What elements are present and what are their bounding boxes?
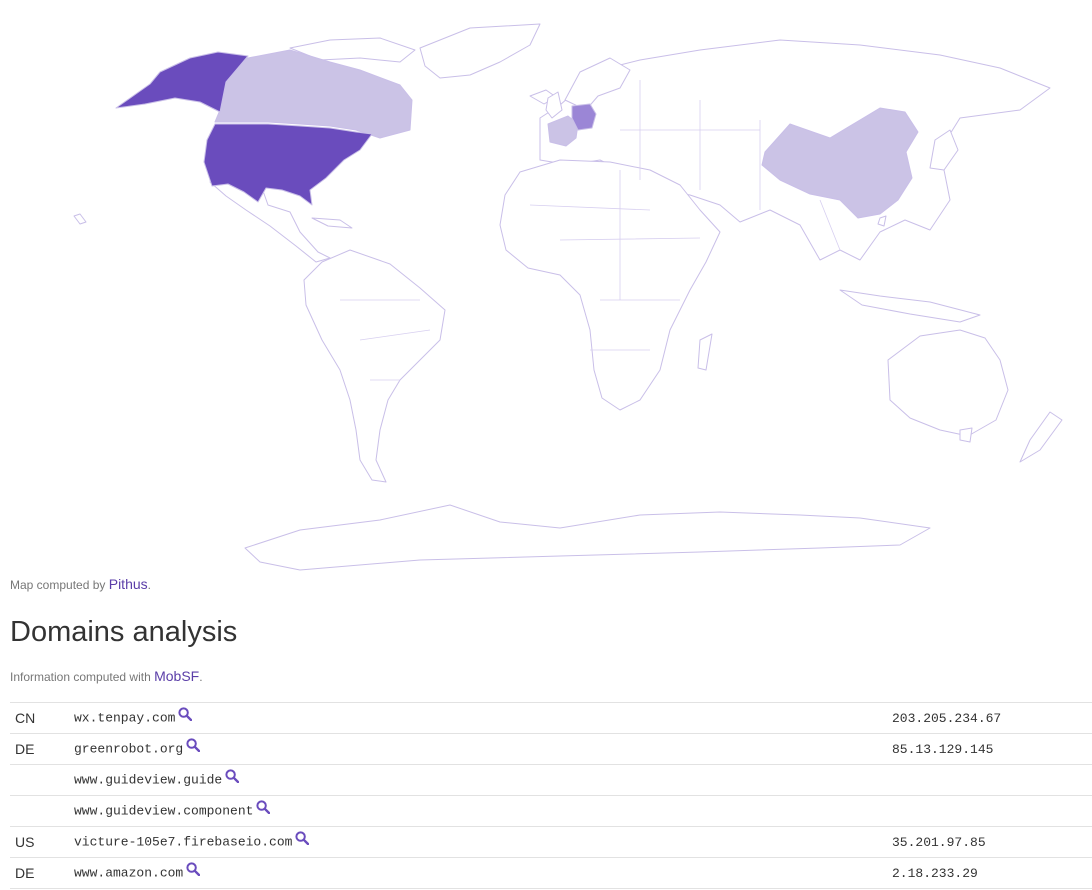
- country-arctic-islands: [289, 37, 416, 63]
- domain-name: wx.tenpay.com: [74, 710, 176, 726]
- country-us: [203, 123, 373, 206]
- map-credit: Map computed by Pithus.: [10, 576, 151, 592]
- domain-cell: www.guideview.guide: [74, 764, 892, 796]
- domain-cell: wx.tenpay.com: [74, 702, 892, 734]
- search-icon[interactable]: [225, 769, 240, 787]
- domain-cell: www.amazon.com: [74, 857, 892, 889]
- ip-address: 85.13.129.145: [892, 733, 1092, 765]
- country-cuba: [311, 217, 353, 229]
- ip-address: 203.205.234.67: [892, 702, 1092, 734]
- border-lines-africa: [529, 170, 701, 351]
- country-taiwan: [877, 215, 887, 227]
- country-indonesia: [839, 289, 981, 323]
- ip-address: [892, 764, 1092, 796]
- country-canada: [214, 49, 413, 139]
- country-code: CN: [10, 702, 74, 734]
- country-france: [547, 115, 579, 147]
- search-icon[interactable]: [178, 707, 193, 725]
- country-code: [10, 795, 74, 827]
- country-germany: [571, 103, 597, 131]
- section-info-suffix: .: [199, 670, 203, 684]
- country-south-america: [303, 249, 446, 483]
- world-map-svg: [73, 23, 1063, 571]
- table-row: DE www.amazon.com 2.18.233.29: [10, 857, 1092, 889]
- country-hawaii: [73, 213, 87, 225]
- search-icon[interactable]: [186, 862, 201, 880]
- search-icon[interactable]: [295, 831, 310, 849]
- map-credit-suffix: .: [147, 578, 151, 592]
- ip-address: [892, 795, 1092, 827]
- domain-name: victure-105e7.firebaseio.com: [74, 834, 293, 850]
- search-icon[interactable]: [186, 738, 201, 756]
- country-japan: [929, 129, 959, 171]
- ip-address: 2.18.233.29: [892, 857, 1092, 889]
- country-antarctica: [244, 504, 931, 571]
- domain-name: greenrobot.org: [74, 741, 184, 757]
- table-row: US victure-105e7.firebaseio.com 35.201.9…: [10, 826, 1092, 858]
- table-row: www.guideview.guide: [10, 764, 1092, 796]
- domain-name: www.amazon.com: [74, 865, 184, 881]
- country-us-alaska: [115, 51, 249, 113]
- domain-name: www.guideview.component: [74, 803, 254, 819]
- domain-cell: greenrobot.org: [74, 733, 892, 765]
- country-china: [761, 107, 919, 219]
- map-credit-prefix: Map computed by: [10, 578, 106, 592]
- country-code: US: [10, 826, 74, 858]
- country-tasmania: [959, 427, 973, 443]
- domain-cell: www.guideview.component: [74, 795, 892, 827]
- country-code: [10, 764, 74, 796]
- section-info-prefix: Information computed with: [10, 670, 151, 684]
- table-row: CN wx.tenpay.com 203.205.234.67: [10, 702, 1092, 734]
- country-code: DE: [10, 733, 74, 765]
- domain-name: www.guideview.guide: [74, 772, 223, 788]
- border-lines-eurasia: [620, 80, 841, 251]
- world-map: [73, 23, 1063, 571]
- domain-cell: victure-105e7.firebaseio.com: [74, 826, 892, 858]
- country-code: DE: [10, 857, 74, 889]
- domains-table: CN wx.tenpay.com 203.205.234.67 DE green…: [10, 702, 1092, 889]
- border-lines-south-america: [340, 299, 431, 381]
- country-madagascar: [697, 333, 713, 371]
- pithus-link[interactable]: Pithus: [108, 576, 148, 592]
- country-uk: [545, 91, 563, 119]
- mobsf-link[interactable]: MobSF: [154, 668, 200, 684]
- table-row: www.guideview.component: [10, 795, 1092, 827]
- table-row: DE greenrobot.org 85.13.129.145: [10, 733, 1092, 765]
- country-africa: [499, 159, 721, 411]
- search-icon[interactable]: [256, 800, 271, 818]
- section-info: Information computed with MobSF.: [10, 668, 203, 684]
- section-title: Domains analysis: [10, 616, 238, 648]
- country-new-zealand: [1019, 411, 1063, 463]
- country-mexico: [209, 181, 331, 263]
- country-greenland: [419, 23, 541, 79]
- country-australia: [887, 329, 1009, 437]
- ip-address: 35.201.97.85: [892, 826, 1092, 858]
